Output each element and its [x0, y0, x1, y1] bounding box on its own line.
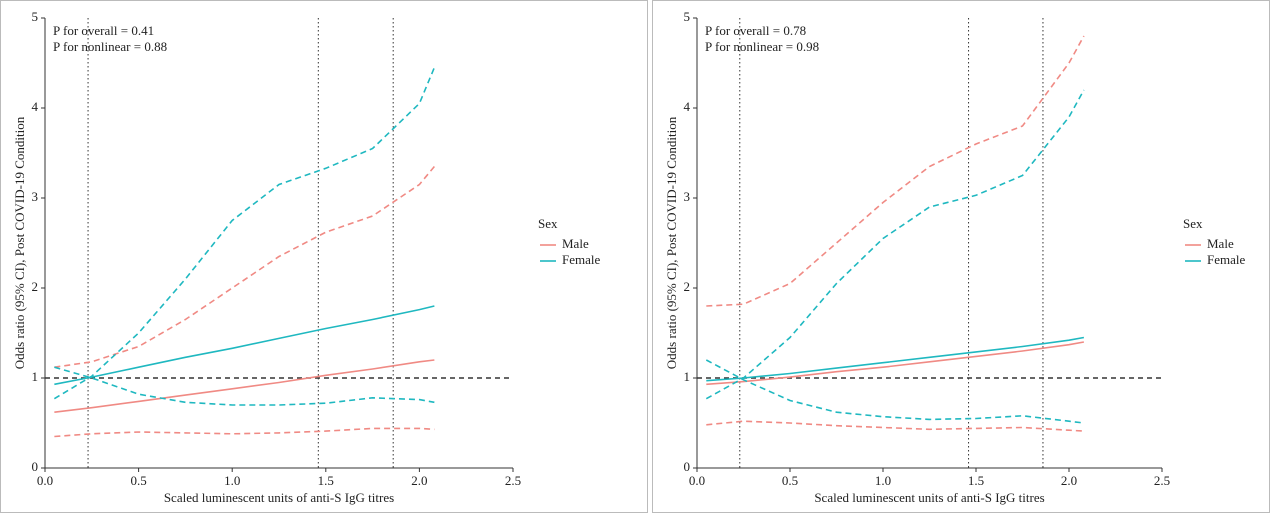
estimate-line	[706, 341, 1085, 386]
y-axis-label: Odds ratio (95% CI), Post COVID-19 Condi…	[664, 116, 679, 369]
x-tick-label: 2.0	[1061, 473, 1077, 488]
x-tick-label: 1.5	[968, 473, 984, 488]
x-tick-label: 1.0	[875, 473, 891, 488]
legend-title: Sex	[1183, 216, 1203, 231]
estimate-line	[54, 305, 435, 386]
legend-label: Female	[1207, 252, 1245, 267]
x-tick-label: 0.5	[130, 473, 146, 488]
x-axis-label: Scaled luminescent units of anti-S IgG t…	[814, 490, 1044, 505]
panel-frame	[652, 0, 1270, 513]
y-tick-label: 0	[32, 459, 39, 474]
x-tick-label: 2.0	[411, 473, 427, 488]
legend-label: Male	[562, 236, 589, 251]
y-tick-label: 3	[32, 189, 39, 204]
x-tick-label: 2.5	[505, 473, 521, 488]
ci-lower-line	[54, 427, 435, 438]
annotation: P for nonlinear = 0.98	[705, 39, 819, 54]
panel-frame	[0, 0, 648, 513]
ci-upper-line	[705, 89, 1085, 400]
x-tick-label: 0.0	[689, 473, 705, 488]
annotation: P for overall = 0.41	[53, 23, 154, 38]
estimate-line	[706, 336, 1085, 382]
legend-label: Female	[562, 252, 600, 267]
x-tick-label: 2.5	[1154, 473, 1170, 488]
y-tick-label: 1	[32, 369, 39, 384]
legend-label: Male	[1207, 236, 1234, 251]
y-tick-label: 5	[32, 9, 39, 24]
y-tick-label: 2	[684, 279, 691, 294]
ci-lower-line	[706, 420, 1084, 432]
annotation: P for overall = 0.78	[705, 23, 806, 38]
y-axis-label: Odds ratio (95% CI), Post COVID-19 Condi…	[12, 116, 27, 369]
x-tick-label: 0.5	[782, 473, 798, 488]
y-tick-label: 1	[684, 369, 691, 384]
y-tick-label: 5	[684, 9, 691, 24]
ci-lower-line	[705, 359, 1084, 424]
y-tick-label: 0	[684, 459, 691, 474]
legend-title: Sex	[538, 216, 558, 231]
y-tick-label: 2	[32, 279, 39, 294]
x-tick-label: 0.0	[37, 473, 53, 488]
y-tick-label: 4	[684, 99, 691, 114]
x-tick-label: 1.0	[224, 473, 240, 488]
x-axis-label: Scaled luminescent units of anti-S IgG t…	[164, 490, 394, 505]
ci-upper-line	[706, 35, 1085, 307]
estimate-line	[54, 359, 435, 413]
annotation: P for nonlinear = 0.88	[53, 39, 167, 54]
y-tick-label: 4	[32, 99, 39, 114]
ci-lower-line	[54, 366, 435, 406]
y-tick-label: 3	[684, 189, 691, 204]
ci-upper-line	[53, 67, 436, 400]
x-tick-label: 1.5	[318, 473, 334, 488]
ci-upper-line	[54, 165, 435, 368]
